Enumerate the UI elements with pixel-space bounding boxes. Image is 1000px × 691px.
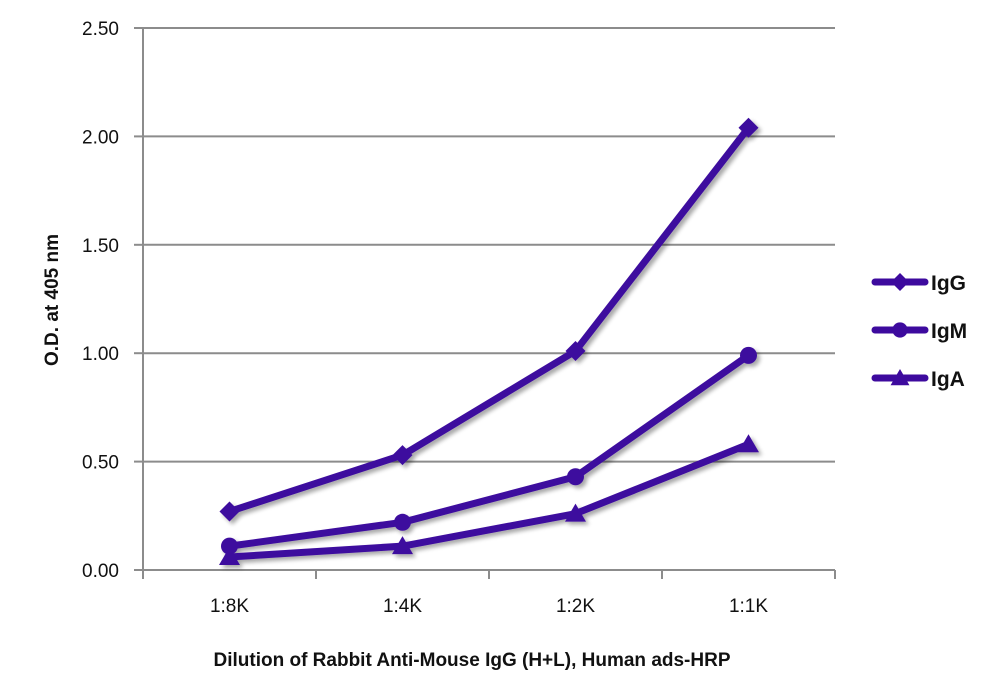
diamond-marker-icon: [891, 273, 909, 291]
series-line: [226, 351, 752, 550]
series-line: [226, 440, 752, 561]
diamond-marker-icon: [565, 341, 586, 362]
y-axis-ticks: 0.00 0.50 1.00 1.50 2.00 2.50: [82, 19, 144, 582]
legend: IgG IgM IgA: [871, 272, 967, 391]
series-lines: [219, 117, 759, 565]
x-tick-label: 1:1K: [729, 596, 768, 617]
legend-label: IgA: [931, 368, 965, 391]
diamond-marker-icon: [392, 445, 413, 466]
diamond-marker-icon: [738, 117, 759, 138]
y-tick-label: 2.00: [82, 127, 119, 148]
x-tick-label: 1:4K: [383, 596, 422, 617]
triangle-marker-icon: [738, 434, 759, 453]
legend-label: IgG: [931, 272, 966, 295]
series-igm: [221, 346, 757, 555]
series-iga: [219, 434, 759, 565]
x-axis: 1:8K 1:4K 1:2K 1:1K: [142, 569, 836, 617]
circle-marker-icon: [892, 322, 908, 338]
legend-item-iga: IgA: [871, 368, 965, 391]
circle-marker-icon: [221, 537, 238, 555]
x-tick-label: 1:8K: [210, 596, 249, 617]
circle-marker-icon: [740, 346, 757, 364]
series-igg: [219, 117, 759, 522]
y-tick-label: 0.00: [82, 561, 119, 582]
circle-marker-icon: [394, 513, 411, 531]
triangle-marker-icon: [392, 536, 413, 555]
x-tick-label: 1:2K: [556, 596, 595, 617]
y-tick-label: 1.50: [82, 236, 119, 257]
triangle-marker-icon: [565, 503, 586, 522]
legend-item-igg: IgG: [871, 272, 966, 295]
y-tick-label: 2.50: [82, 19, 119, 40]
legend-label: IgM: [931, 320, 967, 343]
legend-item-igm: IgM: [871, 320, 967, 343]
gridlines: [143, 27, 835, 463]
circle-marker-icon: [567, 468, 584, 486]
series-line: [226, 124, 752, 515]
y-tick-label: 1.00: [82, 344, 119, 365]
diamond-marker-icon: [219, 501, 240, 522]
y-tick-label: 0.50: [82, 453, 119, 474]
x-axis-title: Dilution of Rabbit Anti-Mouse IgG (H+L),…: [213, 650, 730, 671]
y-axis-title: O.D. at 405 nm: [42, 234, 63, 366]
triangle-marker-icon: [890, 369, 910, 386]
triangle-marker-icon: [219, 546, 240, 565]
